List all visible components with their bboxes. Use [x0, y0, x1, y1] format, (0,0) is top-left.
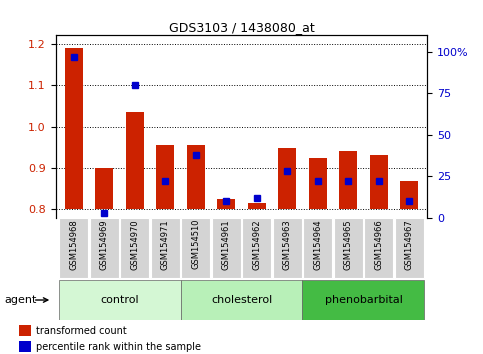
Bar — [400, 181, 418, 210]
Bar — [65, 48, 83, 210]
Bar — [156, 145, 174, 210]
Bar — [181, 218, 211, 278]
Bar — [369, 155, 388, 210]
Text: cholesterol: cholesterol — [211, 295, 272, 305]
Bar — [59, 218, 88, 278]
Bar — [151, 218, 180, 278]
Text: GSM154961: GSM154961 — [222, 219, 231, 269]
Text: GSM154510: GSM154510 — [191, 219, 200, 269]
Bar — [302, 280, 425, 320]
Bar — [19, 341, 31, 353]
Text: GSM154967: GSM154967 — [405, 219, 413, 270]
Bar — [58, 280, 181, 320]
Bar — [278, 148, 297, 210]
Text: control: control — [100, 295, 139, 305]
Text: GSM154962: GSM154962 — [252, 219, 261, 269]
Bar — [309, 158, 327, 210]
Title: GDS3103 / 1438080_at: GDS3103 / 1438080_at — [169, 21, 314, 34]
Text: GSM154964: GSM154964 — [313, 219, 322, 269]
Text: GSM154968: GSM154968 — [70, 219, 78, 270]
Text: GSM154966: GSM154966 — [374, 219, 383, 270]
Bar — [212, 218, 241, 278]
Bar — [90, 218, 119, 278]
Text: agent: agent — [5, 295, 37, 305]
Bar — [186, 145, 205, 210]
Bar — [272, 218, 302, 278]
Text: GSM154965: GSM154965 — [344, 219, 353, 269]
Bar — [248, 203, 266, 210]
Text: GSM154971: GSM154971 — [161, 219, 170, 269]
Bar — [334, 218, 363, 278]
Bar — [303, 218, 332, 278]
Bar — [126, 112, 144, 210]
Bar — [95, 168, 114, 210]
Bar — [395, 218, 424, 278]
Text: percentile rank within the sample: percentile rank within the sample — [36, 342, 201, 352]
Bar — [19, 325, 31, 336]
Text: transformed count: transformed count — [36, 326, 127, 336]
Bar — [217, 199, 235, 210]
Text: GSM154963: GSM154963 — [283, 219, 292, 270]
Text: GSM154969: GSM154969 — [100, 219, 109, 269]
Bar — [364, 218, 393, 278]
Text: GSM154970: GSM154970 — [130, 219, 139, 269]
Bar — [181, 280, 302, 320]
Bar — [339, 150, 357, 210]
Bar — [242, 218, 271, 278]
Text: phenobarbital: phenobarbital — [325, 295, 402, 305]
Bar — [120, 218, 149, 278]
